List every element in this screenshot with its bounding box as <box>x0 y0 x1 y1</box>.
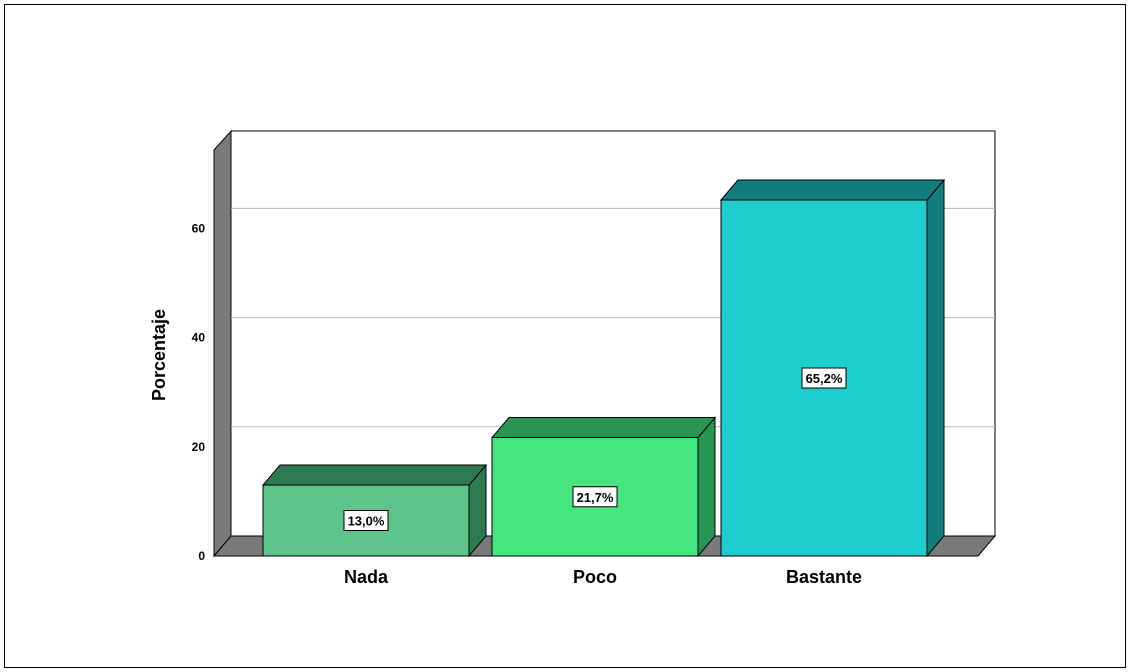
y-tick-label: 0 <box>198 549 205 563</box>
bar-top <box>261 464 488 486</box>
y-axis-ticks: 0 20 40 60 <box>192 221 206 563</box>
bars: 13,0% 21,7% 65,2% <box>261 178 946 558</box>
y-axis-label: Porcentaje <box>149 309 169 401</box>
bar-top <box>490 417 717 439</box>
x-axis-labels: Nada Poco Bastante <box>344 567 862 587</box>
bar-poco: 21,7% <box>490 416 717 558</box>
y-tick-label: 60 <box>192 221 206 235</box>
bar-top <box>719 179 946 201</box>
data-label: 21,7% <box>572 486 618 508</box>
svg-text:65,2%: 65,2% <box>806 371 843 386</box>
svg-text:21,7%: 21,7% <box>577 490 614 505</box>
data-label: 65,2% <box>801 367 847 389</box>
bar-side <box>926 178 945 558</box>
svg-text:13,0%: 13,0% <box>348 514 385 529</box>
bar-nada: 13,0% <box>261 463 488 558</box>
bar-side <box>697 416 716 558</box>
x-tick-label: Bastante <box>786 567 862 587</box>
data-label: 13,0% <box>343 510 389 532</box>
bar-bastante: 65,2% <box>719 178 946 558</box>
y-tick-label: 40 <box>192 331 206 345</box>
x-tick-label: Poco <box>573 567 617 587</box>
y-tick-label: 20 <box>192 440 206 454</box>
left-wall <box>213 129 232 558</box>
x-tick-label: Nada <box>344 567 389 587</box>
